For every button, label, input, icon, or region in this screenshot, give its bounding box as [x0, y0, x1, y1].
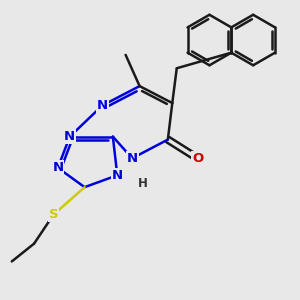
Text: O: O	[192, 152, 203, 165]
Text: N: N	[52, 161, 63, 174]
Text: N: N	[64, 130, 75, 143]
Text: H: H	[138, 177, 148, 190]
Text: S: S	[49, 208, 58, 221]
Text: N: N	[97, 99, 108, 112]
Text: N: N	[112, 169, 123, 182]
Text: N: N	[127, 152, 138, 165]
